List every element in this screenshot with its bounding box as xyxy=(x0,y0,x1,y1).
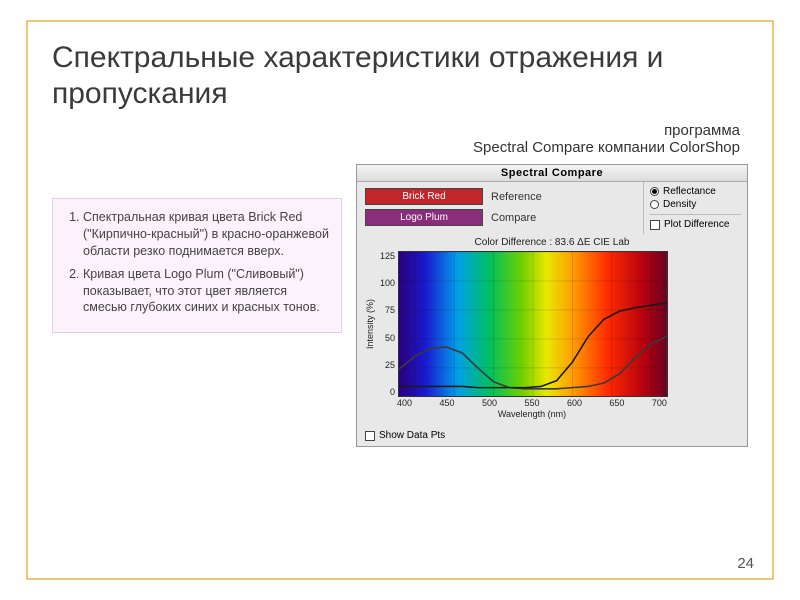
radio-density-label: Density xyxy=(663,199,696,210)
show-data-label: Show Data Pts xyxy=(379,430,445,441)
content-row: Спектральная кривая цвета Brick Red ("Ки… xyxy=(52,164,748,447)
reference-line: Brick Red Reference xyxy=(365,188,635,205)
checkbox-show-data[interactable]: Show Data Pts xyxy=(365,430,445,441)
checkbox-icon xyxy=(650,220,660,230)
radio-reflectance-label: Reflectance xyxy=(663,186,716,197)
window-title: Spectral Compare xyxy=(357,165,747,182)
reference-swatch[interactable]: Brick Red xyxy=(365,188,483,205)
controls-column: Reflectance Density Plot Difference xyxy=(643,182,747,234)
checkbox-plot-difference[interactable]: Plot Difference xyxy=(650,219,741,230)
compare-caption: Compare xyxy=(491,212,536,224)
radio-icon xyxy=(650,200,659,209)
bottom-row: Show Data Pts xyxy=(357,425,747,446)
compare-swatch[interactable]: Logo Plum xyxy=(365,209,483,226)
compare-line: Logo Plum Compare xyxy=(365,209,635,226)
slide-number: 24 xyxy=(737,555,754,572)
radio-icon xyxy=(650,187,659,196)
checkbox-icon xyxy=(365,431,375,441)
spectral-compare-window: Spectral Compare Brick Red Reference Log… xyxy=(356,164,748,447)
subtitle: программа Spectral Compare компании Colo… xyxy=(52,122,740,156)
chart-area: Color Difference : 83.6 ΔE CIE Lab Inten… xyxy=(357,234,747,425)
radio-reflectance[interactable]: Reflectance xyxy=(650,186,741,197)
swatch-row: Brick Red Reference Logo Plum Compare Re… xyxy=(357,182,747,234)
spectral-plot xyxy=(398,251,668,397)
slide-frame: Спектральные характеристики отражения и … xyxy=(26,20,774,580)
slide: Спектральные характеристики отражения и … xyxy=(0,0,800,600)
swatch-area: Brick Red Reference Logo Plum Compare xyxy=(357,182,643,234)
y-axis-label: Intensity (%) xyxy=(363,251,377,397)
slide-title: Спектральные характеристики отражения и … xyxy=(52,40,748,112)
x-axis-ticks: 400450500550600650700 xyxy=(397,397,667,408)
reference-caption: Reference xyxy=(491,191,542,203)
spectral-curves xyxy=(399,252,667,397)
subtitle-line2: Spectral Compare компании ColorShop xyxy=(52,139,740,156)
plot-diff-label: Plot Difference xyxy=(664,219,729,230)
x-axis-label: Wavelength (nm) xyxy=(397,408,667,419)
note-item-2: Кривая цвета Logo Plum ("Сливовый") пока… xyxy=(83,266,329,317)
chart-title: Color Difference : 83.6 ΔE CIE Lab xyxy=(363,234,741,251)
y-axis-ticks: 1251007550250 xyxy=(377,251,398,397)
note-item-1: Спектральная кривая цвета Brick Red ("Ки… xyxy=(83,209,329,260)
subtitle-line1: программа xyxy=(52,122,740,139)
chart-frame: Intensity (%) 1251007550250 xyxy=(363,251,741,397)
notes-box: Спектральная кривая цвета Brick Red ("Ки… xyxy=(52,198,342,333)
radio-density[interactable]: Density xyxy=(650,199,741,210)
